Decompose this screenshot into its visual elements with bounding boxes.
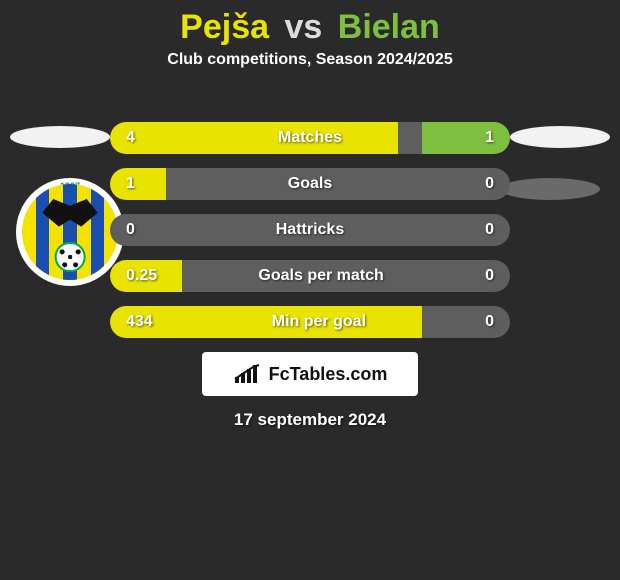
stat-value-left: 434 [110,313,153,331]
player2-placeholder-ellipse-top [510,126,610,148]
stat-value-right: 0 [485,313,510,331]
stat-value-left: 0 [110,221,135,239]
chart-icon [233,363,261,385]
player1-name: Pejša [180,8,269,46]
player2-placeholder-ellipse-bot [500,178,600,200]
player1-placeholder-ellipse [10,126,110,148]
stat-row: 434Min per goal0 [110,306,510,338]
stat-label: Goals [135,175,485,193]
brand-badge: FcTables.com [202,352,418,396]
brand-text: FcTables.com [269,364,388,385]
stat-row: 0Hattricks0 [110,214,510,246]
stat-value-right: 0 [485,267,510,285]
stat-value-left: 1 [110,175,135,193]
stat-value-right: 0 [485,221,510,239]
stat-label: Goals per match [157,267,485,285]
stat-label: Hattricks [135,221,485,239]
stat-row: 0.25Goals per match0 [110,260,510,292]
comparison-title: Pejša vs Bielan [0,0,620,47]
stat-value-left: 0.25 [110,267,157,285]
stat-label: Min per goal [153,313,485,331]
player2-name: Bielan [338,8,440,46]
date-label: 17 september 2024 [0,410,620,430]
stat-value-right: 0 [485,175,510,193]
vs-label: vs [284,8,322,46]
stat-row: 1Goals0 [110,168,510,200]
stat-row: 4Matches1 [110,122,510,154]
stat-value-left: 4 [110,129,135,147]
stat-label: Matches [135,129,485,147]
stat-rows: 4Matches11Goals00Hattricks00.25Goals per… [110,122,510,338]
badge-ball-icon [55,242,86,273]
subtitle: Club competitions, Season 2024/2025 [0,51,620,69]
stat-value-right: 1 [485,129,510,147]
club-badge: 1907 [16,178,124,286]
